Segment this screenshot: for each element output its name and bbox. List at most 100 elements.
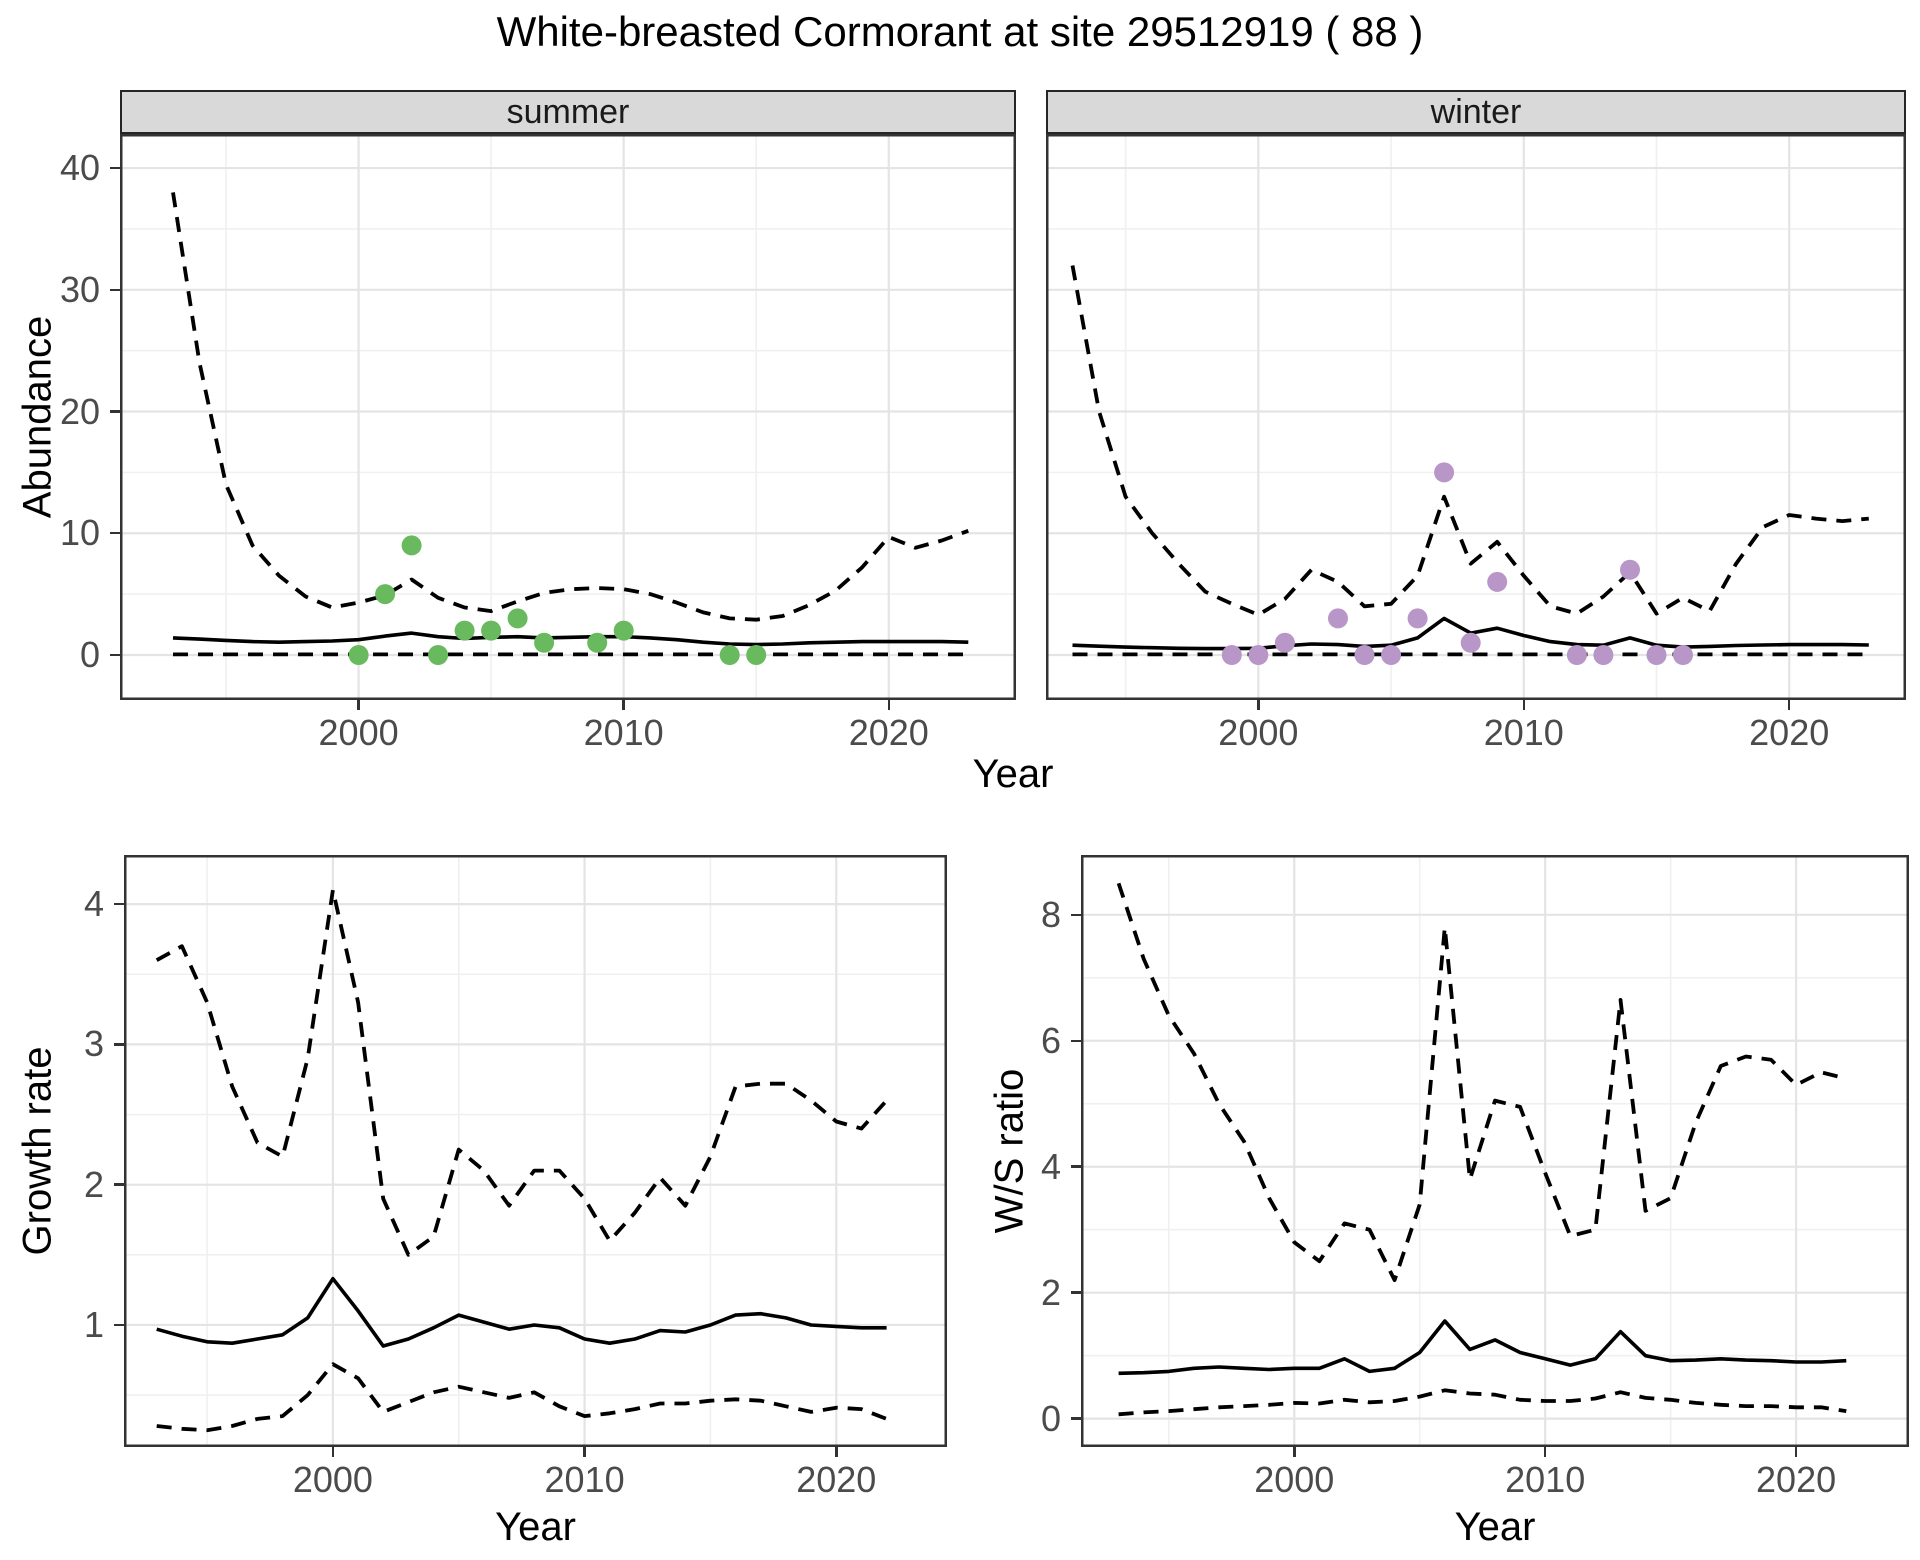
y-tick-label: 4 [1040, 1145, 1061, 1187]
data-point [587, 632, 608, 653]
ws-ratio-lower-ci-line [1118, 1388, 1847, 1417]
data-point [719, 645, 740, 665]
y-tick-mark [110, 288, 120, 292]
y-tick-label: 8 [1040, 893, 1061, 935]
data-point [1434, 462, 1455, 483]
x-tick-label: 2010 [583, 712, 664, 753]
data-point [454, 620, 475, 641]
data-point [613, 620, 634, 641]
y-tick-label: 2 [1040, 1271, 1061, 1313]
data-point [507, 608, 528, 629]
data-point [1274, 632, 1295, 653]
x-tick-mark [1257, 700, 1260, 710]
data-point [1221, 645, 1242, 665]
x-tick-mark [622, 700, 625, 710]
ws-ratio-plot [1081, 855, 1909, 1447]
x-tick-mark [1543, 1447, 1547, 1457]
data-point [1487, 571, 1508, 592]
y-tick-mark [114, 902, 124, 906]
ws-ratio-panel [1081, 855, 1909, 1447]
data-point [1646, 645, 1667, 665]
x-tick-mark [331, 1447, 335, 1457]
data-point [1248, 645, 1269, 665]
x-tick-label: 2000 [292, 1459, 373, 1500]
x-tick-mark [357, 700, 360, 710]
y-tick-mark [1071, 1039, 1081, 1043]
y-tick-mark [114, 1183, 124, 1186]
figure-title: White-breasted Cormorant at site 2951291… [496, 8, 1424, 55]
x-tick-label: 2000 [318, 712, 399, 753]
y-tick-label: 0 [1040, 1397, 1061, 1439]
x-tick-label: 2000 [1254, 1459, 1335, 1500]
year-axis-title-top: Year [972, 752, 1054, 796]
abundance-winter-upper-ci-line [1070, 265, 1869, 617]
y-tick-label: 20 [59, 390, 100, 432]
winter-observations [1221, 462, 1693, 665]
year-axis-title-ws: Year [1454, 1505, 1536, 1549]
facet-strip-summer: summer [120, 90, 1016, 134]
y-tick-label: 0 [79, 633, 100, 675]
data-point [1620, 559, 1640, 580]
data-point [1328, 608, 1348, 629]
x-tick-mark [1787, 700, 1791, 710]
x-tick-label: 2010 [1483, 712, 1564, 753]
ws-ratio-fit-line [1118, 1319, 1847, 1376]
y-tick-label: 6 [1040, 1019, 1061, 1061]
y-tick-mark [1071, 1165, 1081, 1168]
y-tick-label: 40 [59, 147, 100, 189]
y-tick-label: 4 [83, 883, 104, 925]
x-tick-label: 2020 [1756, 1459, 1837, 1500]
growth-rate-axis-title: Growth rate [15, 1046, 60, 1256]
growth-rate-plot [124, 855, 947, 1447]
x-tick-mark [1293, 1447, 1296, 1457]
x-tick-mark [1522, 700, 1526, 710]
x-tick-label: 2000 [1218, 712, 1299, 753]
y-tick-mark [114, 1043, 124, 1046]
x-tick-label: 2020 [1749, 712, 1830, 753]
y-tick-mark [1071, 913, 1081, 917]
data-point [348, 645, 369, 665]
y-tick-label: 2 [83, 1163, 104, 1205]
data-point [746, 645, 767, 665]
y-tick-mark [110, 653, 120, 657]
data-point [1673, 645, 1693, 665]
y-tick-mark [110, 531, 120, 535]
abundance-winter-plot [1046, 134, 1906, 700]
growth-rate-fit-line [156, 1276, 887, 1348]
abundance-winter-panel [1046, 134, 1906, 700]
ws-ratio-upper-ci-line [1116, 882, 1847, 1283]
data-point [481, 620, 502, 641]
data-point [534, 632, 555, 653]
facet-strip-winter: winter [1046, 90, 1906, 134]
data-point [1381, 645, 1402, 665]
x-tick-label: 2020 [796, 1459, 877, 1500]
y-tick-mark [1071, 1417, 1081, 1420]
y-tick-mark [110, 166, 120, 170]
abundance-summer-fit-line [172, 631, 969, 647]
abundance-summer-upper-ci-line [171, 192, 969, 622]
growth-rate-upper-ci-line [155, 888, 889, 1257]
data-point [1593, 645, 1614, 665]
year-axis-title-growth: Year [495, 1505, 576, 1549]
x-tick-mark [1794, 1447, 1798, 1457]
x-tick-mark [835, 1447, 838, 1457]
abundance-summer-plot [120, 134, 1016, 700]
data-point [1460, 632, 1481, 653]
y-tick-label: 10 [59, 512, 100, 554]
summer-observations [348, 535, 767, 665]
abundance-summer-panel [120, 134, 1016, 700]
x-tick-label: 2010 [544, 1459, 625, 1500]
data-point [428, 645, 449, 665]
x-tick-mark [887, 700, 890, 710]
data-point [1407, 608, 1428, 629]
growth-rate-panel [124, 855, 947, 1447]
x-tick-label: 2010 [1505, 1459, 1586, 1500]
y-tick-mark [1071, 1291, 1081, 1294]
data-point [1354, 645, 1375, 665]
x-tick-label: 2020 [848, 712, 929, 753]
data-point [1566, 645, 1587, 665]
y-tick-label: 3 [83, 1023, 104, 1065]
y-tick-label: 30 [59, 268, 100, 310]
x-tick-mark [583, 1447, 586, 1457]
